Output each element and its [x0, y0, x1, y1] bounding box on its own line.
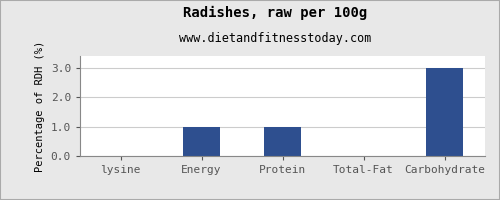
Bar	[426, 68, 462, 156]
Text: www.dietandfitnesstoday.com: www.dietandfitnesstoday.com	[179, 32, 371, 45]
Bar	[264, 127, 300, 156]
Text: Radishes, raw per 100g: Radishes, raw per 100g	[183, 6, 367, 20]
Y-axis label: Percentage of RDH (%): Percentage of RDH (%)	[35, 40, 45, 172]
Bar	[184, 127, 220, 156]
